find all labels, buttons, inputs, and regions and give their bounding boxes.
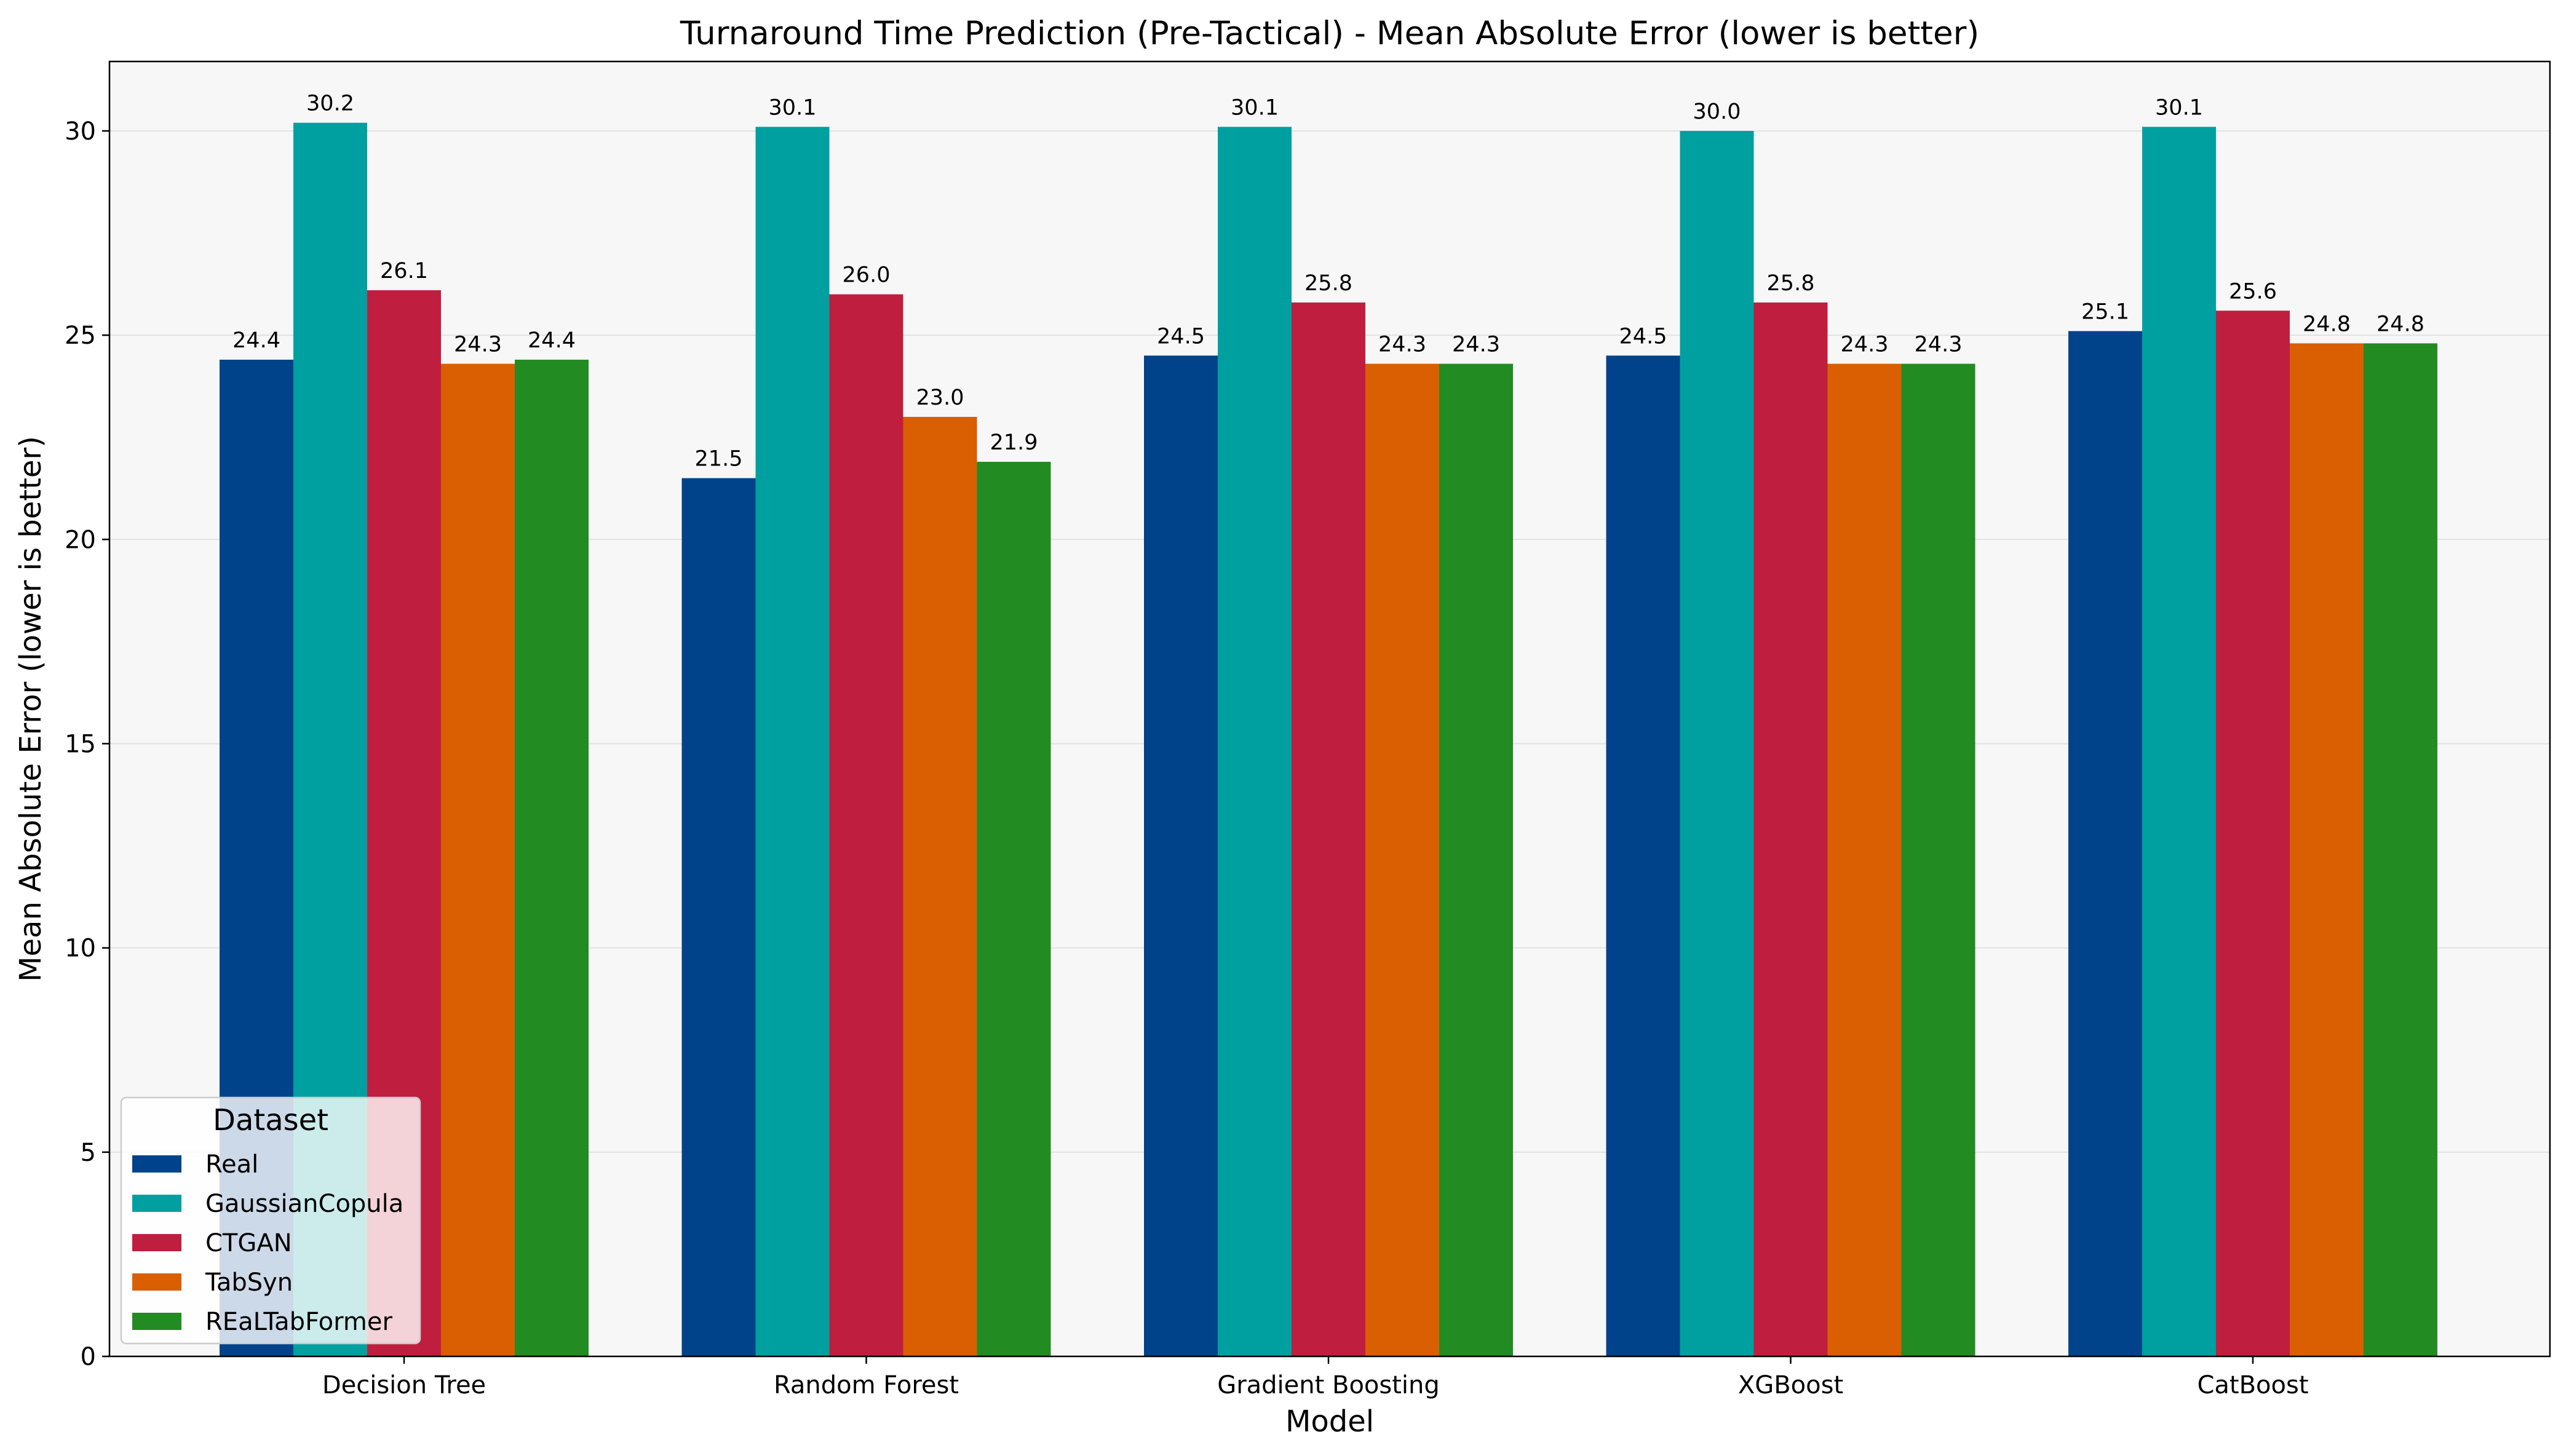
bar [1680, 130, 1754, 1356]
bar [1901, 363, 1975, 1356]
legend-items: Real GaussianCopula CTGAN TabSyn REaLTabForm… [132, 1150, 403, 1336]
bar-value-label: 24.3 [1378, 333, 1426, 357]
bar-value-label: 24.8 [2303, 312, 2351, 336]
y-tick-label: 15 [65, 730, 96, 758]
bar-value-label: 24.5 [1619, 324, 1667, 349]
bar-labels: 24.4 30.2 26.1 24.3 24.4 21.5 30.1 26.0 23.0 21.9… [232, 92, 2424, 472]
bar-value-label: 24.8 [2376, 312, 2424, 336]
bar [1827, 363, 1902, 1356]
bar [1365, 363, 1439, 1356]
y-tick-label: 10 [65, 935, 96, 963]
y-tick-label: 0 [81, 1343, 96, 1371]
legend-swatch [132, 1234, 181, 1251]
x-axis-label: Model [1285, 1404, 1374, 1439]
bar-value-label: 26.1 [380, 259, 428, 283]
bar-value-label: 24.4 [528, 328, 576, 353]
legend-swatch [132, 1155, 181, 1173]
legend-label: Real [205, 1150, 258, 1179]
legend-swatch [132, 1273, 181, 1291]
bar-value-label: 26.0 [843, 263, 891, 288]
bar [977, 462, 1051, 1357]
bar [2142, 127, 2216, 1357]
bar-value-label: 24.5 [1157, 324, 1205, 349]
legend-label: REaLTabFormer [205, 1308, 392, 1336]
chart-title: Turnaround Time Prediction (Pre-Tactical… [680, 15, 1979, 52]
legend-label: TabSyn [205, 1268, 293, 1297]
y-tick-label: 20 [65, 526, 96, 554]
legend-title: Dataset [213, 1103, 328, 1138]
bar-value-label: 24.3 [1452, 333, 1500, 357]
bar-value-label: 25.8 [1304, 271, 1352, 296]
bar [681, 478, 756, 1356]
x-tick-label: XGBoost [1738, 1371, 1843, 1399]
bar [1144, 355, 1218, 1356]
legend-box [120, 1096, 421, 1345]
bar [2364, 343, 2437, 1356]
legend-swatch [132, 1195, 181, 1212]
bar [515, 359, 589, 1356]
y-tick-label: 30 [65, 117, 96, 146]
legend-label: GaussianCopula [205, 1190, 403, 1218]
bar [903, 416, 977, 1357]
bar-value-label: 30.1 [2155, 95, 2203, 120]
bar [1218, 127, 1292, 1357]
bar-value-label: 25.6 [2229, 279, 2277, 304]
plot-frame [108, 60, 2551, 1358]
bar-value-label: 24.3 [1841, 333, 1889, 357]
bar [1606, 355, 1680, 1356]
bar-value-label: 25.1 [2081, 299, 2129, 324]
bar [829, 294, 903, 1356]
bar-value-label: 30.2 [306, 92, 354, 116]
bar-value-label: 24.4 [232, 328, 280, 353]
legend-swatch [132, 1313, 181, 1330]
bar [1753, 302, 1828, 1356]
bar [1439, 363, 1513, 1356]
bar-value-label: 25.8 [1767, 271, 1815, 296]
bar-value-label: 23.0 [916, 386, 964, 410]
legend: Dataset Real GaussianCopula CTGAN TabSyn REa… [120, 1096, 421, 1345]
bar [2290, 343, 2364, 1356]
x-tick-label: Gradient Boosting [1217, 1371, 1440, 1399]
y-axis-label: Mean Absolute Error (lower is better) [14, 436, 48, 982]
y-tick-label: 25 [65, 322, 96, 350]
bar-value-label: 21.9 [990, 430, 1038, 455]
bar [755, 127, 830, 1357]
axis-ticks: 0 5 10 15 20 25 30 Decision Tree Random Forest Gr… [65, 117, 2308, 1399]
legend-label: CTGAN [205, 1229, 292, 1257]
x-tick-label: Decision Tree [322, 1371, 486, 1399]
bar [1292, 302, 1365, 1356]
bar-value-label: 30.0 [1693, 100, 1741, 124]
x-tick-label: Random Forest [774, 1371, 959, 1399]
y-tick-label: 5 [81, 1139, 96, 1167]
x-tick-label: CatBoost [2197, 1371, 2308, 1399]
bar-value-label: 24.3 [1915, 333, 1963, 357]
bar [2216, 311, 2290, 1357]
bar-value-label: 30.1 [1231, 95, 1279, 120]
bar-value-label: 21.5 [695, 447, 743, 472]
bar [441, 363, 515, 1356]
bar [2068, 331, 2142, 1357]
bar-value-label: 30.1 [769, 95, 817, 120]
bar-value-label: 24.3 [454, 333, 502, 357]
